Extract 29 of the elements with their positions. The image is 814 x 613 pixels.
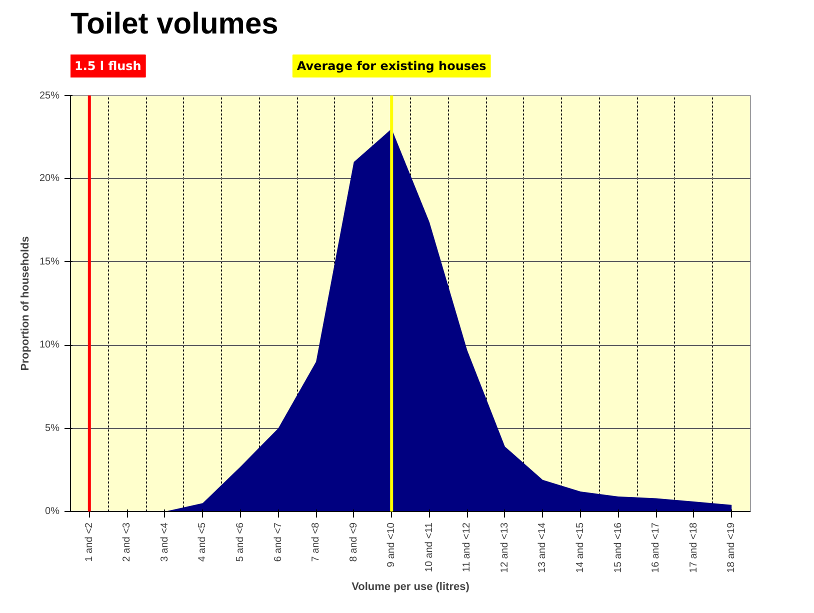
ref-line-label: 1.5 l flush — [74, 59, 142, 73]
ref-line-label: Average for existing houses — [296, 59, 486, 73]
x-tick-label: 1 and <2 — [84, 522, 95, 562]
y-axis-title: Proportion of households — [19, 236, 32, 371]
x-tick-label: 12 and <13 — [499, 522, 510, 573]
y-tick-label: 10% — [39, 340, 60, 351]
y-tick-label: 20% — [39, 173, 60, 184]
x-tick-label: 13 and <14 — [537, 522, 548, 573]
x-tick-label: 6 and <7 — [272, 522, 284, 562]
x-tick-label: 2 and <3 — [122, 522, 133, 562]
x-tick-label: 16 and <17 — [650, 522, 662, 573]
x-tick-label: 18 and <19 — [726, 522, 738, 573]
y-tick-label: 0% — [45, 506, 60, 517]
x-tick-label: 7 and <8 — [310, 522, 322, 562]
x-tick-label: 15 and <16 — [612, 522, 624, 573]
x-tick-label: 14 and <15 — [575, 522, 586, 573]
chart-title: Toilet volumes — [70, 8, 278, 40]
x-tick-label: 4 and <5 — [197, 522, 208, 562]
x-tick-label: 8 and <9 — [348, 522, 360, 562]
x-tick-label: 10 and <11 — [424, 522, 435, 572]
y-tick-label: 5% — [45, 422, 60, 434]
x-tick-label: 11 and <12 — [462, 522, 473, 572]
x-tick-label: 3 and <4 — [159, 522, 170, 562]
x-axis-title: Volume per use (litres) — [352, 580, 470, 593]
x-tick-label: 5 and <6 — [235, 522, 246, 562]
x-tick-label: 9 and <10 — [386, 522, 398, 568]
x-tick-label: 17 and <18 — [688, 522, 700, 573]
y-tick-label: 15% — [39, 256, 60, 268]
y-tick-label: 25% — [39, 90, 60, 102]
